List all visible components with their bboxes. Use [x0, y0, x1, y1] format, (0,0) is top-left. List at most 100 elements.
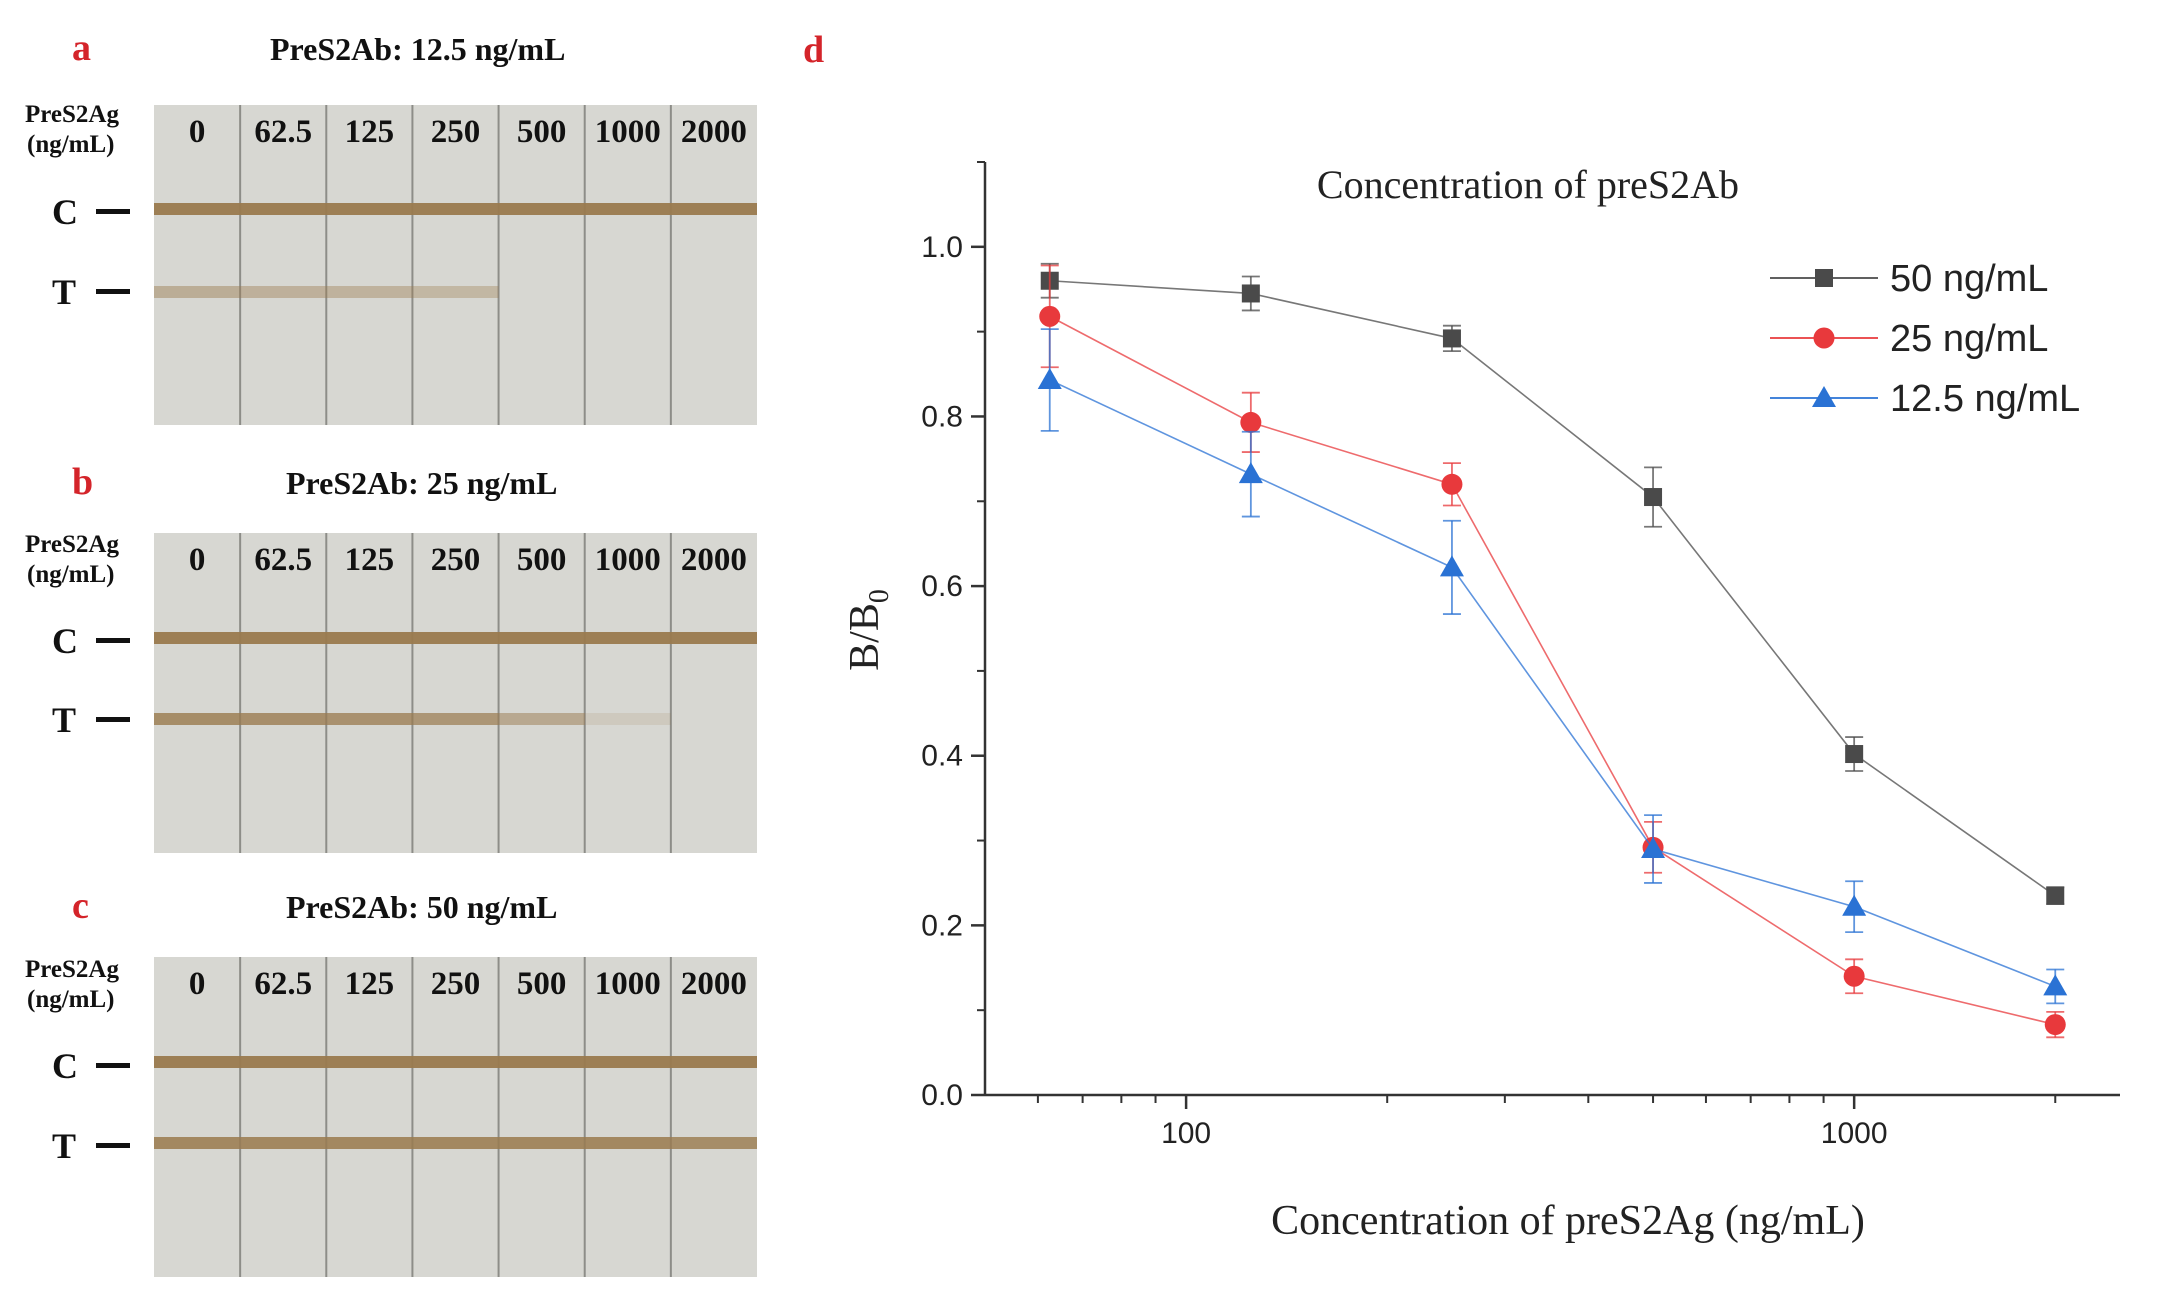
concentration-label: 62.5	[254, 966, 312, 1002]
concentration-label: 1000	[595, 966, 661, 1002]
concentration-label: 500	[517, 114, 567, 150]
row-head-b-line1: PreS2Ag	[25, 531, 119, 558]
row-head-c-line2: (ng/mL)	[27, 986, 115, 1013]
t-label-b: T	[52, 700, 76, 740]
data-point	[1641, 837, 1666, 859]
t-label-a: T	[52, 272, 76, 312]
concentration-label: 1000	[595, 114, 661, 150]
panel-letter-a: a	[72, 27, 91, 69]
chart-axes: 0.0 0.2 0.4 0.6 0.8 1.0 100 1000	[921, 161, 2120, 1150]
chart-title: Concentration of preS2Ab	[1317, 162, 1739, 207]
test-band-a	[240, 286, 327, 298]
data-point	[1037, 367, 1062, 389]
c-line-marker-b	[96, 638, 130, 643]
concentration-label: 250	[431, 114, 481, 150]
c-line-marker-a	[96, 209, 130, 214]
x-tick-label: 100	[1161, 1117, 1211, 1150]
control-band-b	[154, 632, 757, 644]
y-tick-label: 0.2	[921, 909, 963, 942]
concentration-label: 125	[345, 114, 395, 150]
data-point	[1441, 473, 1463, 495]
data-point	[1842, 894, 1867, 916]
test-band-b	[584, 713, 671, 725]
test-strips-b: 0 62.5 125 250 500 1000 2000	[154, 533, 757, 853]
c-line-marker-c	[96, 1063, 130, 1068]
panel-a: a PreS2Ab: 12.5 ng/mL PreS2Ag (ng/mL) 0 6…	[25, 27, 757, 425]
legend-marker	[1813, 327, 1835, 349]
strip-background-c	[154, 957, 757, 1277]
y-tick-label: 0.6	[921, 570, 963, 603]
data-point	[1845, 745, 1864, 764]
concentration-label: 2000	[681, 114, 747, 150]
y-tick-label: 0.4	[921, 740, 963, 773]
test-band-b	[154, 713, 241, 725]
concentration-label: 0	[189, 966, 206, 1002]
test-band-c	[154, 1137, 241, 1149]
test-strips-a: 0 62.5 125 250 500 1000 2000	[154, 105, 757, 425]
y-tick-label: 1.0	[921, 231, 963, 264]
control-band-a	[154, 203, 757, 215]
t-line-marker-b	[96, 717, 130, 722]
test-band-b	[240, 713, 327, 725]
strip-background-a	[154, 105, 757, 425]
panel-letter-c: c	[72, 885, 89, 927]
panel-letter-d: d	[803, 29, 824, 71]
strip-title-b: PreS2Ab: 25 ng/mL	[286, 465, 557, 501]
concentration-label: 0	[189, 114, 206, 150]
concentration-label: 125	[345, 966, 395, 1002]
test-band-b	[498, 713, 585, 725]
concentration-label: 62.5	[254, 114, 312, 150]
concentration-label: 62.5	[254, 542, 312, 578]
y-tick-label: 0.8	[921, 400, 963, 433]
series-line	[1049, 379, 2056, 988]
concentration-label: 1000	[595, 542, 661, 578]
series-line	[1049, 279, 2056, 897]
legend-label: 12.5 ng/mL	[1890, 378, 2080, 420]
t-line-marker-a	[96, 289, 130, 294]
legend-label: 50 ng/mL	[1890, 258, 2048, 300]
t-line-marker-c	[96, 1143, 130, 1148]
panel-d: d Concentration of preS2Ab 0.0 0.2 0.4 0.6 0…	[803, 29, 2120, 1244]
row-head-a-line2: (ng/mL)	[27, 131, 115, 158]
test-band-c	[670, 1137, 757, 1149]
c-label-a: C	[52, 192, 78, 232]
concentration-label: 2000	[681, 966, 747, 1002]
test-band-b	[326, 713, 413, 725]
test-band-c	[498, 1137, 585, 1149]
test-band-c	[584, 1137, 671, 1149]
test-band-a	[412, 286, 499, 298]
legend-marker	[1812, 386, 1836, 407]
strip-title-a: PreS2Ab: 12.5 ng/mL	[270, 31, 565, 67]
concentration-label: 500	[517, 966, 567, 1002]
data-point	[1439, 555, 1464, 577]
y-axis-title: B/B0	[842, 589, 895, 671]
data-point	[1442, 329, 1461, 348]
test-band-a	[326, 286, 413, 298]
series-0	[1040, 262, 2065, 906]
data-point	[1843, 965, 1865, 987]
test-band-b	[412, 713, 499, 725]
row-head-c-line1: PreS2Ag	[25, 956, 119, 983]
panel-c: c PreS2Ab: 50 ng/mL PreS2Ag (ng/mL) 0 62.…	[25, 885, 757, 1277]
data-point	[2043, 974, 2068, 996]
legend-marker	[1815, 269, 1833, 287]
concentration-label: 125	[345, 542, 395, 578]
strip-title-c: PreS2Ab: 50 ng/mL	[286, 889, 557, 925]
test-band-c	[326, 1137, 413, 1149]
concentration-label: 0	[189, 542, 206, 578]
data-point	[1240, 411, 1262, 433]
test-band-c	[240, 1137, 327, 1149]
data-point	[1238, 462, 1263, 484]
concentration-label: 250	[431, 542, 481, 578]
c-label-c: C	[52, 1046, 78, 1086]
test-band-c	[412, 1137, 499, 1149]
row-head-b-line2: (ng/mL)	[27, 561, 115, 588]
control-band-c	[154, 1056, 757, 1068]
row-head-a-line1: PreS2Ag	[25, 101, 119, 128]
legend-label: 25 ng/mL	[1890, 318, 2048, 360]
y-axis-title-main: B/B	[842, 603, 888, 671]
concentration-label: 2000	[681, 542, 747, 578]
y-tick-label: 0.0	[921, 1079, 963, 1112]
x-axis-title: Concentration of preS2Ag (ng/mL)	[1271, 1198, 1865, 1244]
